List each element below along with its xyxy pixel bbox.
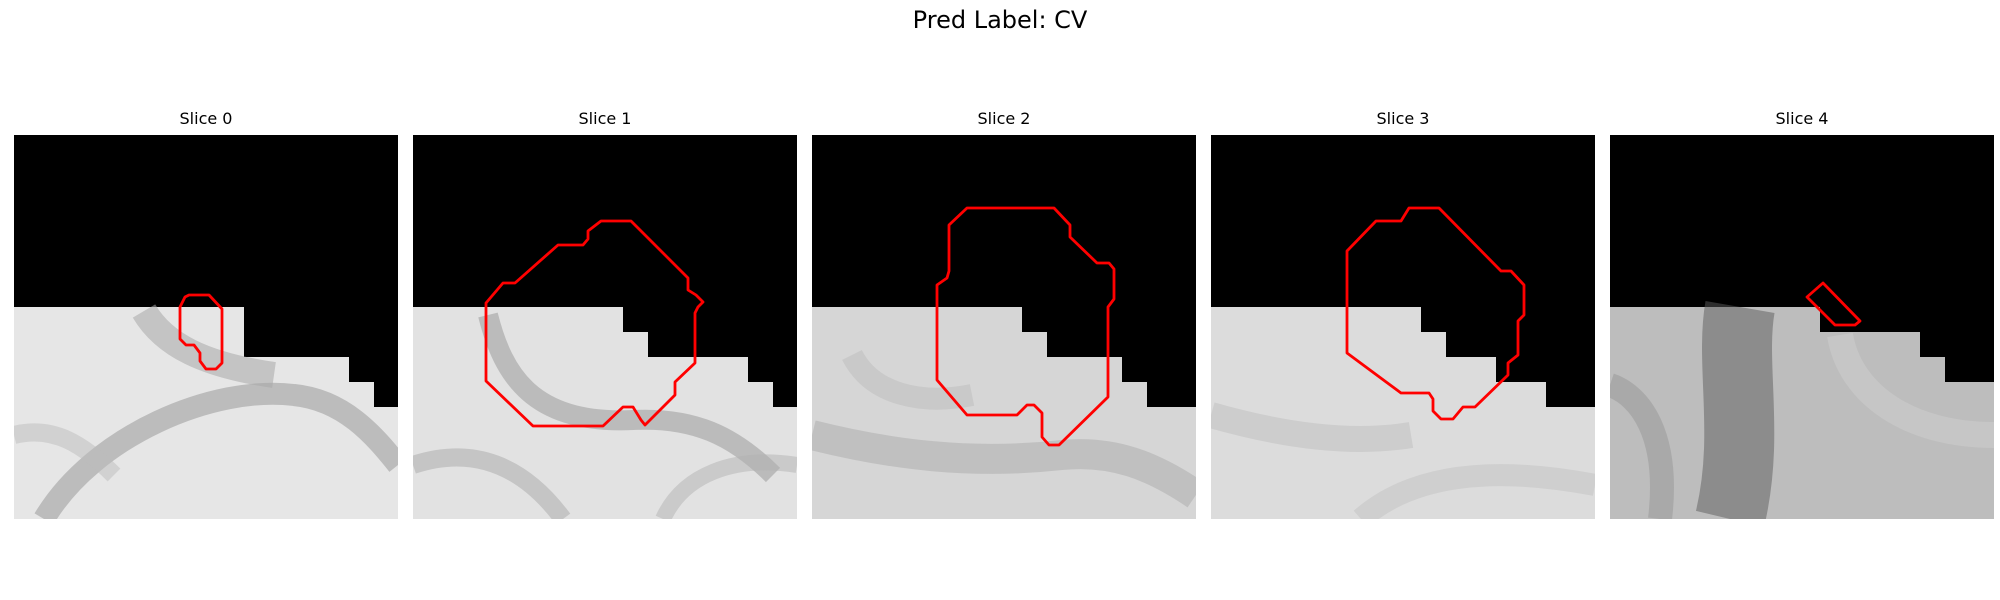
slice-image-3 [1211,135,1595,519]
tissue-texture [413,312,797,519]
slice-title: Slice 1 [578,109,632,128]
slice-panel-1: Slice 1 [413,108,797,519]
slice-panel-3: Slice 3 [1211,108,1595,519]
slice-image-1 [413,135,797,519]
tissue-texture [812,349,1196,508]
tissue-texture [1211,402,1595,519]
contour-outline [484,219,705,428]
tissue-texture [1610,301,1994,519]
tissue-texture [14,303,398,519]
slice-image-2 [812,135,1196,519]
contour-outline [1345,206,1526,421]
slice-image-0 [14,135,398,519]
figure-title: Pred Label: CV [912,6,1088,34]
contour-outline [178,293,224,371]
slice-image-4 [1610,135,1994,519]
contour-outline [935,206,1116,447]
tissue-region [812,307,1196,519]
slice-title: Slice 3 [1376,109,1430,128]
slice-title: Slice 0 [179,109,233,128]
slice-panel-4: Slice 4 [1610,108,1994,519]
slice-panel-2: Slice 2 [812,108,1196,519]
slice-panel-0: Slice 0 [14,108,398,519]
slice-title: Slice 2 [977,109,1031,128]
slice-title: Slice 4 [1775,109,1829,128]
contour-outline [1805,281,1862,327]
